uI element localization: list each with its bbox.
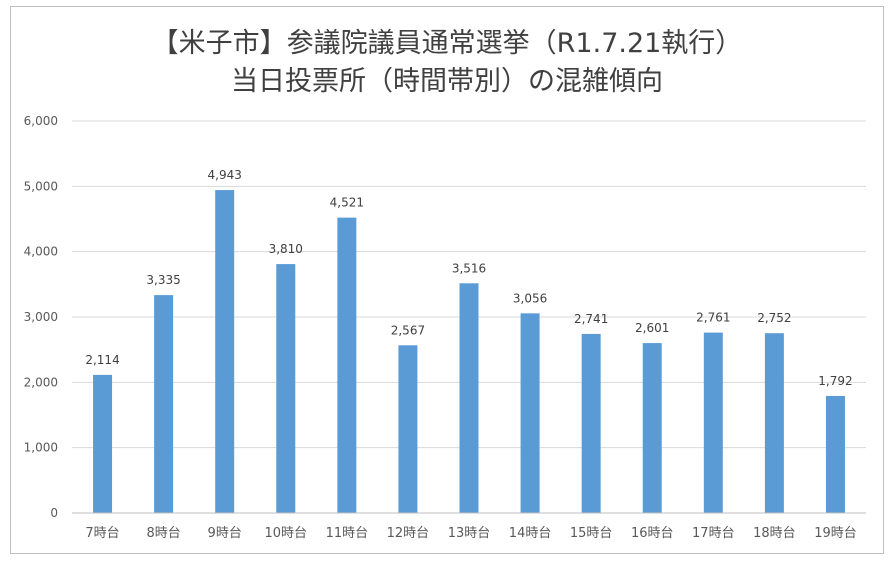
y-tick-label: 1,000 <box>24 441 58 455</box>
data-label: 2,752 <box>757 311 791 325</box>
bar <box>520 313 540 513</box>
x-tick-label: 19時台 <box>814 526 857 541</box>
bar <box>642 343 662 513</box>
data-label: 3,056 <box>513 291 547 305</box>
y-tick-label: 0 <box>50 506 58 520</box>
x-tick-label: 10時台 <box>264 526 307 541</box>
bar <box>703 332 723 513</box>
chart-title-line1: 【米子市】参議院議員通常選挙（R1.7.21執行） <box>151 28 743 59</box>
data-label: 3,335 <box>146 273 180 287</box>
data-label: 3,516 <box>452 261 486 275</box>
bar <box>215 190 235 514</box>
x-tick-label: 18時台 <box>753 526 796 541</box>
y-tick-label: 3,000 <box>24 310 58 324</box>
y-tick-label: 4,000 <box>24 245 58 259</box>
data-label: 4,521 <box>330 196 364 210</box>
y-tick-label: 2,000 <box>24 375 58 389</box>
x-tick-label: 11時台 <box>326 526 369 541</box>
x-tick-label: 16時台 <box>631 526 674 541</box>
data-label: 1,792 <box>818 374 852 388</box>
data-label: 2,114 <box>85 353 119 367</box>
bar <box>825 395 845 513</box>
chart-title-line2: 当日投票所（時間帯別）の混雑傾向 <box>231 66 663 97</box>
x-tick-label: 14時台 <box>509 526 552 541</box>
x-tick-label: 12時台 <box>387 526 430 541</box>
bar <box>581 333 601 513</box>
x-tick-label: 17時台 <box>692 526 735 541</box>
bar <box>154 295 174 513</box>
bar <box>459 283 479 513</box>
data-label: 2,761 <box>696 311 730 325</box>
x-tick-label: 8時台 <box>146 526 180 541</box>
data-label: 2,567 <box>391 323 425 337</box>
bar <box>337 217 357 514</box>
bar <box>276 264 296 513</box>
x-tick-label: 7時台 <box>85 526 119 541</box>
bar <box>93 374 113 513</box>
y-tick-label: 6,000 <box>24 114 58 128</box>
y-tick-label: 5,000 <box>24 179 58 193</box>
data-label: 2,601 <box>635 321 669 335</box>
x-tick-label: 15時台 <box>570 526 613 541</box>
bar <box>764 333 784 513</box>
data-label: 3,810 <box>269 242 303 256</box>
x-tick-label: 9時台 <box>208 526 242 541</box>
bar <box>398 345 418 513</box>
data-label: 4,943 <box>208 168 242 182</box>
x-tick-label: 13時台 <box>448 526 491 541</box>
data-label: 2,741 <box>574 312 608 326</box>
